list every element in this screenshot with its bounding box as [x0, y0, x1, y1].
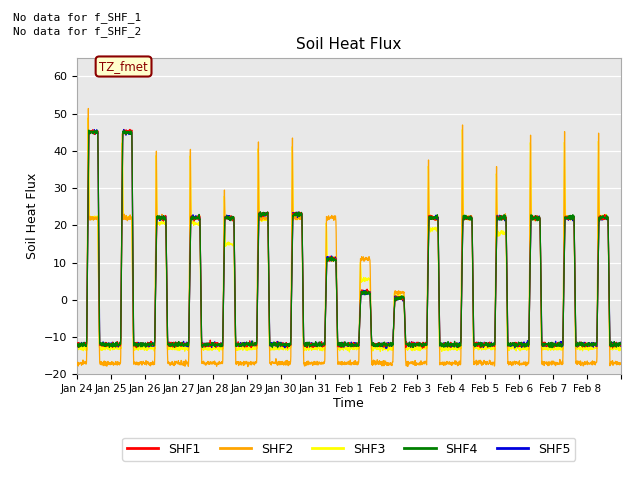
- SHF1: [245, 342, 253, 348]
- Text: No data for f_SHF_2: No data for f_SHF_2: [13, 26, 141, 37]
- SHF4: [610, 342, 618, 348]
- SHF5: [513, 342, 521, 348]
- SHF1: [73, 340, 81, 346]
- SHF3: [382, 344, 390, 350]
- SHF2: [244, 364, 252, 370]
- SHF2: [513, 360, 521, 365]
- SHF4: [274, 345, 282, 351]
- SHF4: [513, 342, 521, 348]
- SHF2: [245, 360, 253, 366]
- SHF5: [617, 343, 625, 349]
- SHF2: [84, 106, 92, 111]
- Text: TZ_fmet: TZ_fmet: [99, 60, 148, 73]
- SHF4: [382, 342, 390, 348]
- SHF4: [127, 129, 135, 135]
- SHF1: [513, 341, 521, 347]
- SHF4: [73, 342, 81, 348]
- SHF4: [85, 127, 93, 133]
- SHF4: [245, 340, 253, 346]
- Line: SHF2: SHF2: [77, 108, 621, 367]
- SHF2: [127, 214, 135, 220]
- SHF4: [544, 341, 552, 347]
- SHF5: [381, 345, 389, 351]
- SHF5: [73, 341, 81, 347]
- Line: SHF5: SHF5: [77, 130, 621, 348]
- SHF3: [617, 347, 625, 352]
- SHF3: [513, 345, 521, 350]
- X-axis label: Time: Time: [333, 397, 364, 410]
- SHF5: [544, 342, 552, 348]
- SHF2: [544, 360, 552, 366]
- SHF5: [120, 127, 127, 132]
- SHF3: [610, 347, 618, 352]
- Text: No data for f_SHF_1: No data for f_SHF_1: [13, 12, 141, 23]
- SHF5: [383, 345, 390, 351]
- Line: SHF1: SHF1: [77, 130, 621, 348]
- SHF3: [245, 345, 253, 351]
- SHF1: [127, 129, 135, 135]
- Line: SHF3: SHF3: [77, 118, 621, 352]
- SHF2: [382, 360, 390, 365]
- SHF3: [84, 115, 92, 121]
- SHF1: [544, 343, 552, 349]
- SHF5: [127, 132, 135, 137]
- SHF1: [126, 127, 134, 132]
- SHF4: [617, 341, 625, 347]
- SHF2: [617, 360, 625, 366]
- SHF2: [73, 360, 81, 365]
- SHF1: [381, 340, 389, 346]
- Y-axis label: Soil Heat Flux: Soil Heat Flux: [26, 173, 40, 259]
- SHF1: [610, 343, 618, 348]
- SHF5: [610, 341, 618, 347]
- Legend: SHF1, SHF2, SHF3, SHF4, SHF5: SHF1, SHF2, SHF3, SHF4, SHF5: [122, 438, 575, 461]
- SHF5: [245, 343, 253, 348]
- SHF1: [617, 343, 625, 348]
- SHF1: [419, 345, 426, 351]
- SHF3: [73, 346, 81, 352]
- SHF3: [346, 349, 353, 355]
- Line: SHF4: SHF4: [77, 130, 621, 348]
- SHF2: [610, 360, 618, 365]
- SHF3: [544, 346, 552, 352]
- Title: Soil Heat Flux: Soil Heat Flux: [296, 37, 401, 52]
- SHF3: [127, 216, 135, 221]
